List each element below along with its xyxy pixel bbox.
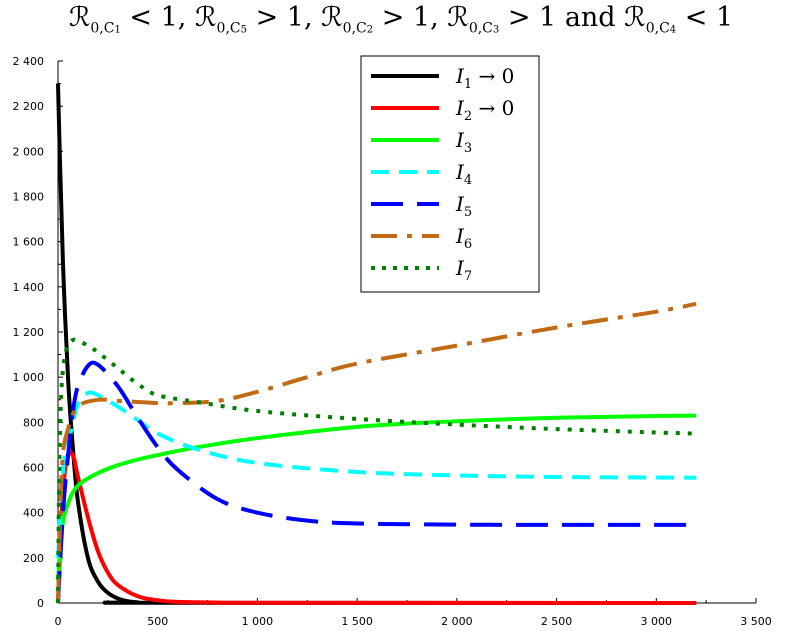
title-part: 0,C	[645, 20, 670, 37]
series-line-i2	[56, 450, 697, 605]
y-tick-label: 1 400	[13, 281, 45, 294]
y-tick-label: 1 000	[13, 371, 45, 384]
y-tick-label: 2 000	[13, 145, 45, 158]
legend: I1 → 0 I2 → 0 I3 I4 I5 I6 I7	[360, 55, 540, 293]
legend-label: I4	[455, 160, 472, 188]
y-tick-label: 2 400	[13, 55, 45, 68]
title-part: 0,C	[342, 20, 367, 37]
series-line-i1	[56, 83, 697, 605]
title-part: 0,C	[216, 20, 241, 37]
y-tick-label: 1 800	[13, 191, 45, 204]
series-line-i3	[56, 413, 697, 581]
title-part: 2	[366, 24, 374, 36]
title-part: > 1, ℛ	[373, 2, 469, 33]
x-tick-label: 3 500	[740, 615, 772, 628]
title-part: 1	[114, 24, 121, 36]
series-line-i7	[56, 337, 697, 604]
legend-label: I3	[455, 128, 472, 156]
y-tick-label: 600	[23, 462, 44, 475]
series-layer	[56, 83, 697, 605]
x-tick-label: 2 000	[441, 615, 473, 628]
title-part: 0,C	[468, 20, 493, 37]
title-part: 4	[669, 24, 677, 36]
legend-label: I2 → 0	[455, 96, 514, 124]
x-tick-label: 0	[55, 615, 62, 628]
legend-label: I6	[455, 224, 472, 252]
y-tick-label: 1 200	[13, 326, 45, 339]
title-part: < 1	[676, 2, 734, 33]
series-line-i5	[56, 360, 697, 604]
x-tick-label: 2 500	[541, 615, 573, 628]
series-line-i4	[56, 390, 697, 558]
title-part: > 1, ℛ	[246, 2, 343, 33]
title-part: 0,C	[90, 20, 115, 37]
title-part: ℛ	[68, 2, 91, 33]
y-tick-label: 800	[23, 416, 44, 429]
x-tick-label: 1 000	[242, 615, 274, 628]
chart-title: ℛ0,C1 < 1, ℛ0,C5 > 1, ℛ0,C2 > 1, ℛ0,C3 >…	[0, 2, 802, 36]
y-tick-label: 1 600	[13, 236, 45, 249]
series-line-i6	[56, 301, 697, 604]
y-tick-label: 2 200	[13, 100, 45, 113]
legend-label: I5	[455, 192, 472, 220]
legend-label: I1 → 0	[455, 64, 514, 92]
title-part: > 1 and ℛ	[499, 2, 646, 33]
title-part: 5	[240, 24, 247, 36]
x-tick-label: 500	[147, 615, 168, 628]
legend-label: I7	[455, 256, 472, 284]
x-tick-label: 3 000	[641, 615, 673, 628]
y-tick-label: 400	[23, 507, 44, 520]
legend-box	[360, 55, 540, 293]
y-tick-label: 0	[37, 597, 44, 610]
title-part: 3	[492, 24, 500, 36]
x-tick-label: 1 500	[341, 615, 373, 628]
title-part: < 1, ℛ	[120, 2, 217, 33]
y-tick-label: 200	[23, 552, 44, 565]
